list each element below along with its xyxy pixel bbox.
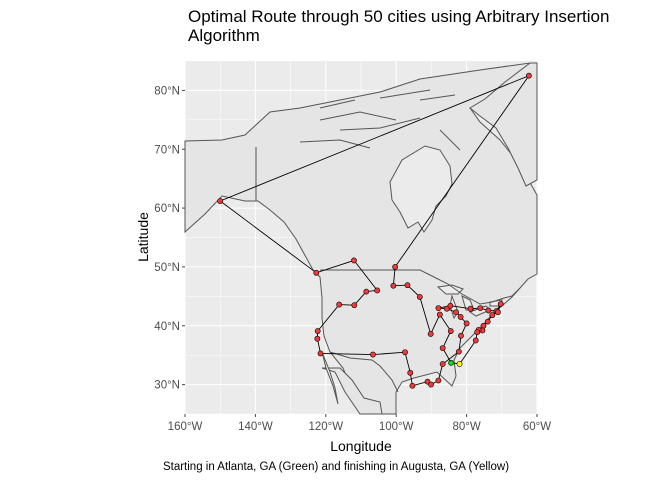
chart-title: Optimal Route through 50 cities using Ar…	[188, 7, 610, 45]
city-point	[489, 312, 496, 319]
city-point	[428, 381, 434, 388]
x-tick-label: 80°W	[452, 421, 480, 433]
city-point	[485, 307, 492, 314]
x-tick-label: 140°W	[238, 421, 273, 433]
city-point	[453, 309, 459, 316]
city-point	[458, 332, 464, 339]
map-plot: 160°W 140°W 120°W 100°W 80°W 60°W 30°N 40°N 50°…	[135, 61, 551, 454]
city-point	[463, 320, 470, 327]
city-points	[217, 72, 532, 389]
city-point	[317, 350, 324, 357]
us-mexico-border	[329, 351, 399, 393]
city-point	[374, 287, 381, 294]
x-tick-label: 160°W	[168, 421, 203, 433]
city-point	[447, 328, 454, 334]
city-point	[472, 337, 479, 344]
city-point	[474, 329, 481, 336]
city-point	[351, 302, 358, 309]
x-axis-label: Longitude	[330, 438, 392, 454]
y-tick-label: 40°N	[154, 321, 180, 333]
start-city-point	[448, 359, 455, 366]
city-point	[314, 328, 321, 334]
city-point	[336, 301, 343, 308]
city-point	[363, 288, 370, 295]
city-point	[392, 264, 399, 270]
city-point	[404, 282, 411, 289]
city-point	[457, 314, 464, 320]
y-axis-ticks: 30°N 40°N 50°N 60°N 70°N 80°N	[154, 85, 185, 392]
city-point	[409, 382, 416, 389]
city-point	[402, 349, 408, 356]
city-point	[436, 311, 443, 318]
city-point	[390, 282, 397, 289]
baja-california	[321, 351, 339, 405]
x-axis-ticks: 160°W 140°W 120°W 100°W 80°W 60°W	[168, 414, 551, 433]
city-point	[435, 377, 442, 384]
city-point	[477, 305, 484, 311]
city-point	[435, 305, 442, 311]
city-point	[217, 198, 224, 204]
city-point	[497, 301, 504, 307]
city-point	[526, 72, 532, 79]
city-point	[447, 302, 454, 309]
city-point	[416, 294, 423, 300]
land-layer	[184, 62, 538, 415]
city-point	[351, 257, 357, 264]
end-city-point	[456, 361, 463, 367]
y-tick-label: 30°N	[154, 380, 180, 392]
chart-caption: Starting in Atlanta, GA (Green) and fini…	[162, 461, 510, 473]
y-tick-label: 60°N	[154, 203, 180, 215]
city-point	[427, 331, 434, 337]
city-point	[407, 369, 414, 376]
hudson-bay	[389, 145, 453, 233]
city-point	[467, 305, 474, 312]
city-point	[455, 348, 462, 355]
y-tick-label: 80°N	[154, 85, 180, 97]
city-point	[314, 335, 321, 342]
city-point	[313, 269, 320, 276]
city-point	[370, 351, 376, 358]
city-point	[439, 345, 446, 352]
y-tick-label: 50°N	[154, 262, 180, 274]
x-tick-label: 120°W	[308, 421, 343, 433]
y-axis-label: Latitude	[135, 212, 151, 262]
us-canada-border	[320, 269, 521, 305]
mexico-central-america-landmass	[321, 367, 383, 415]
canadian-archipelago-channels	[299, 89, 461, 151]
x-tick-label: 60°W	[523, 421, 551, 433]
city-point	[484, 318, 491, 325]
city-point	[480, 322, 487, 329]
city-point	[495, 309, 501, 316]
y-tick-label: 70°N	[154, 144, 180, 156]
x-tick-label: 100°W	[379, 421, 414, 433]
city-point	[439, 361, 446, 367]
